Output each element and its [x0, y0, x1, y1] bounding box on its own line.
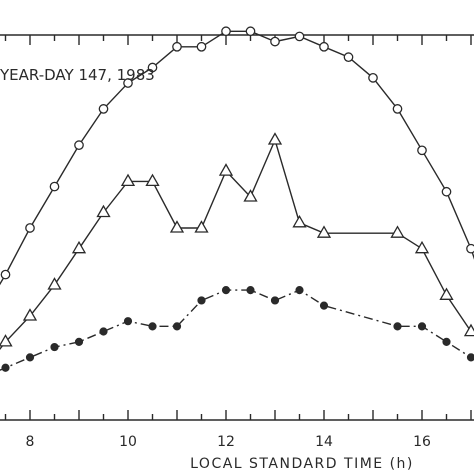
- series-1: [0, 132, 474, 350]
- data-point: [145, 173, 160, 187]
- data-point: [172, 41, 182, 52]
- data-point: [0, 334, 13, 347]
- series-2: [0, 286, 474, 372]
- data-point: [392, 104, 403, 114]
- x-tick-label: 8: [26, 434, 35, 450]
- data-point: [147, 62, 158, 73]
- data-point: [393, 322, 402, 331]
- data-point: [245, 26, 256, 37]
- data-point: [316, 225, 332, 238]
- data-point: [267, 132, 283, 145]
- data-point: [294, 31, 305, 42]
- x-tick-label: 16: [413, 434, 431, 450]
- x-tick-label: 12: [217, 434, 235, 450]
- data-point: [148, 322, 157, 331]
- data-point: [463, 323, 474, 337]
- data-point: [25, 223, 35, 233]
- series-layer: [0, 26, 474, 372]
- x-tick-label: 14: [315, 434, 333, 450]
- data-point: [123, 317, 133, 326]
- data-point: [49, 181, 60, 192]
- data-point: [466, 353, 474, 362]
- series-line: [0, 30, 474, 286]
- data-point: [270, 296, 280, 305]
- data-point: [96, 204, 111, 218]
- data-point: [1, 363, 10, 372]
- series-line: [0, 137, 472, 350]
- data-point: [74, 140, 84, 150]
- data-point: [343, 52, 354, 62]
- data-point: [98, 104, 109, 114]
- chart-annotation: YEAR-DAY 147, 1983: [0, 66, 155, 84]
- data-point: [221, 26, 231, 37]
- data-point: [414, 240, 430, 254]
- data-point: [120, 173, 136, 187]
- data-point: [417, 322, 427, 331]
- data-point: [319, 41, 329, 52]
- data-point: [218, 163, 234, 176]
- data-point: [417, 145, 427, 156]
- x-axis-label: LOCAL STANDARD TIME (h): [190, 456, 414, 472]
- data-point: [368, 72, 378, 83]
- series-0: [0, 26, 474, 286]
- axes: [0, 34, 474, 421]
- data-point: [71, 240, 87, 254]
- data-point: [292, 214, 307, 228]
- x-tick-label: 10: [119, 434, 137, 450]
- data-point: [197, 296, 206, 305]
- data-point: [169, 220, 185, 233]
- data-point: [270, 36, 280, 47]
- data-point: [123, 78, 133, 88]
- data-point: [22, 308, 38, 321]
- data-point: [0, 269, 11, 280]
- data-point: [194, 220, 209, 233]
- data-point: [439, 287, 454, 300]
- data-point: [442, 337, 451, 346]
- data-point: [196, 41, 207, 52]
- data-point: [221, 286, 231, 295]
- data-point: [246, 286, 255, 295]
- data-point: [243, 189, 258, 202]
- data-point: [99, 327, 108, 336]
- data-point: [47, 277, 62, 290]
- data-point: [295, 286, 304, 295]
- data-point: [319, 301, 329, 310]
- data-point: [172, 322, 182, 331]
- tick-labels: 8 10 12 14 16: [26, 434, 431, 450]
- series-line: [0, 289, 472, 371]
- data-point: [466, 243, 474, 254]
- data-point: [441, 186, 452, 197]
- data-point: [74, 337, 84, 346]
- data-point: [390, 225, 405, 238]
- data-point: [50, 342, 59, 352]
- data-point: [25, 353, 35, 362]
